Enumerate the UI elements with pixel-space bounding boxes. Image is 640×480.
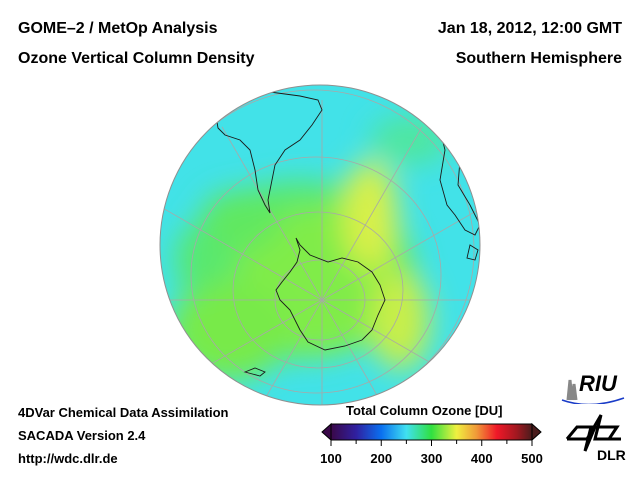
title-instrument: GOME–2 / MetOp Analysis (18, 20, 218, 37)
colorbar-label: Total Column Ozone [DU] (346, 403, 503, 418)
colorbar-low-arrow (321, 422, 332, 442)
riu-logo: RIU (560, 371, 626, 404)
region-label: Southern Hemisphere (455, 50, 622, 67)
dlr-logo: DLR (565, 413, 631, 465)
colorbar-tick-label: 300 (420, 451, 443, 466)
title-product: Ozone Vertical Column Density (18, 50, 255, 67)
footer-version: SACADA Version 2.4 (18, 428, 146, 443)
globe-outline (159, 84, 481, 406)
footer-method: 4DVar Chemical Data Assimilation (18, 405, 229, 420)
colorbar-tick-label: 100 (320, 451, 342, 466)
colorbar-high-arrow (531, 422, 542, 442)
colorbar-tick-label: 400 (470, 451, 493, 466)
colorbar-gradient (330, 423, 533, 441)
footer-url[interactable]: http://wdc.dlr.de (18, 451, 118, 466)
riu-logo-text: RIU (579, 371, 617, 396)
date-label: Jan 18, 2012, 12:00 GMT (437, 20, 622, 37)
colorbar-tick-label: 200 (370, 451, 393, 466)
colorbar-tick-label: 500 (521, 451, 543, 466)
dlr-logo-text: DLR (597, 447, 626, 463)
ozone-field (170, 115, 450, 380)
